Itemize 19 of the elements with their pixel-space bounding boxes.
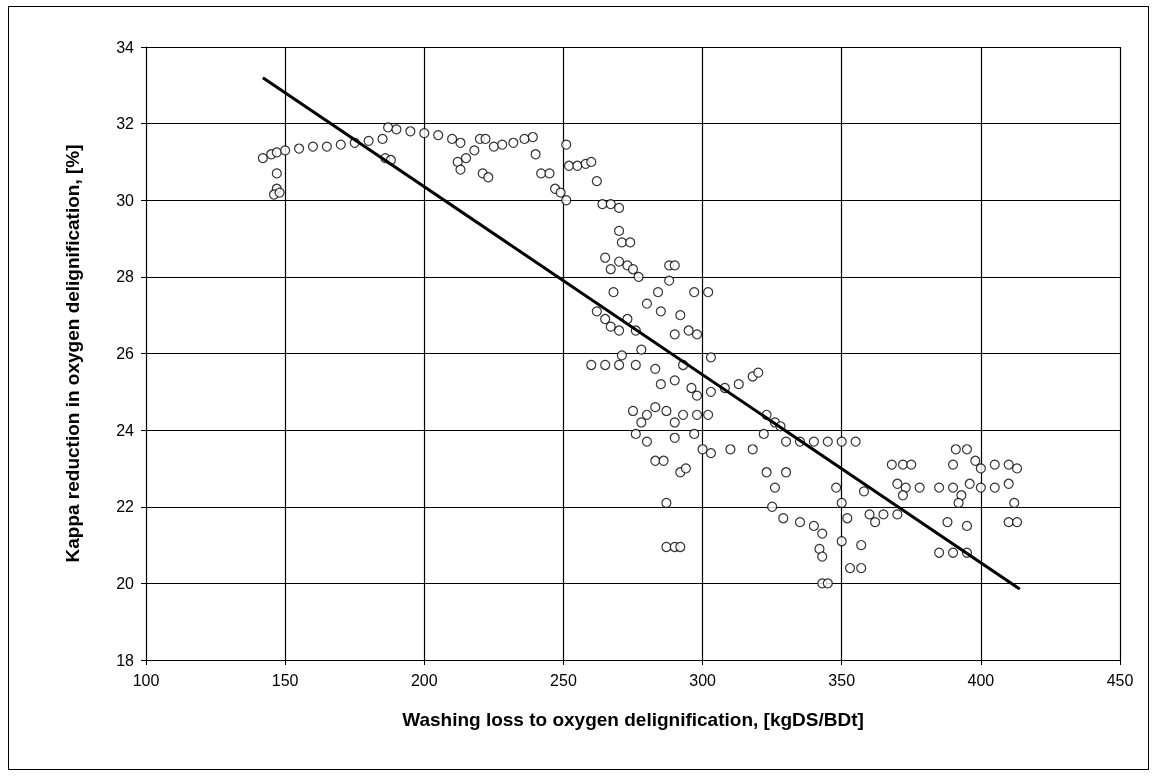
x-tick-label: 150 [271, 671, 299, 689]
x-tick-label: 350 [828, 671, 856, 689]
y-tick-label: 26 [116, 345, 135, 362]
y-tick-label: 30 [116, 191, 135, 209]
y-tick-label: 20 [116, 574, 135, 592]
y-tick-label: 24 [116, 421, 135, 439]
y-tick-label: 28 [116, 268, 135, 286]
x-tick-label: 400 [967, 671, 995, 689]
x-tick-label: 450 [1106, 671, 1134, 689]
x-tick-label: 100 [132, 671, 160, 689]
y-tick-label: 18 [116, 651, 135, 669]
y-tick-label: 34 [116, 38, 135, 56]
y-tick-label: 22 [116, 498, 135, 516]
x-tick-label: 250 [550, 671, 577, 689]
x-axis-title: Washing loss to oxygen delignification, [kgDS/BDt] [402, 709, 864, 730]
y-axis-title: Kappa reduction in oxygen delignification, [%] [62, 144, 83, 563]
x-tick-label: 300 [689, 671, 717, 689]
y-tick-label: 32 [116, 115, 135, 133]
x-tick-label: 200 [410, 671, 438, 689]
